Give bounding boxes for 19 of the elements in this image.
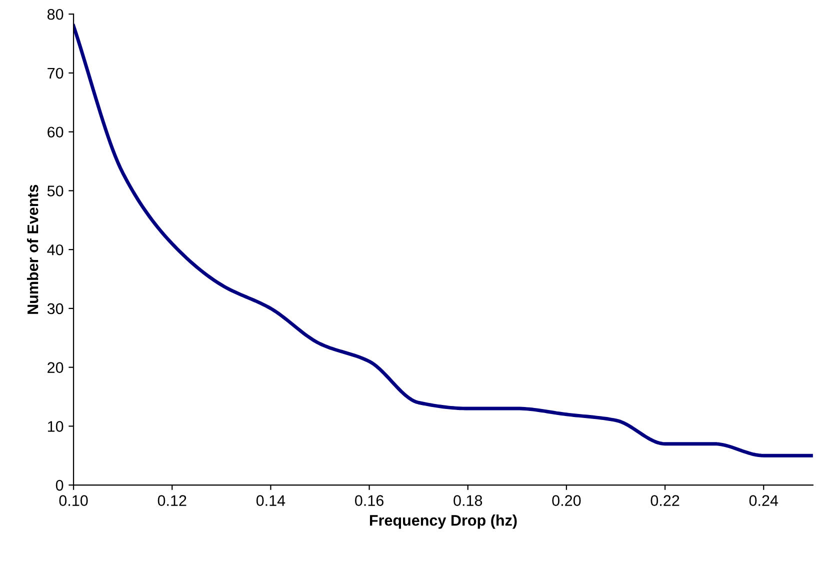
y-tick-label: 0: [56, 480, 64, 491]
x-tick-label: 0.20: [552, 495, 581, 506]
x-tick-label: 0.12: [158, 495, 186, 506]
x-tick-label: 0.24: [749, 495, 778, 506]
y-tick-label: 50: [47, 186, 64, 196]
x-tick-label: 0.14: [256, 495, 286, 506]
y-tick-label: 60: [48, 126, 64, 138]
x-tick-label: 0.16: [355, 495, 384, 506]
x-tick-label: 0.10: [59, 495, 88, 506]
y-axis-title: Number of Events: [27, 184, 38, 314]
y-tick-label: 80: [47, 8, 64, 20]
x-tick-label: 0.18: [454, 495, 482, 506]
x-axis-title: Frequency Drop (hz): [370, 514, 517, 529]
y-tick-label: 40: [47, 244, 64, 256]
y-tick-label: 30: [47, 303, 64, 314]
y-tick-label: 20: [48, 362, 64, 373]
x-tick-label: 0.22: [650, 495, 680, 506]
y-tick-label: 10: [48, 421, 64, 432]
y-tick-label: 70: [48, 68, 64, 79]
